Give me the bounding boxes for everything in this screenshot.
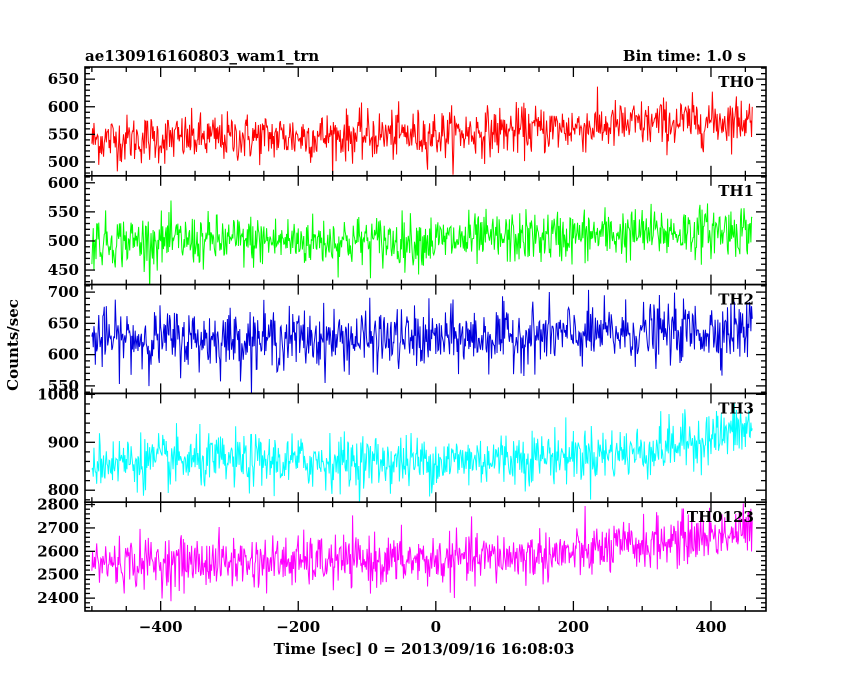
panel-frame: [84, 392, 767, 503]
series-label-th0123: TH0123: [687, 508, 754, 526]
y-tick-label: 550: [48, 203, 79, 221]
y-tick-label: 800: [48, 481, 79, 499]
x-axis-label: Time [sec] 0 = 2013/09/16 16:08:03: [274, 640, 575, 658]
series-line-th0: [91, 86, 753, 176]
y-tick-label: 550: [48, 377, 79, 395]
y-axis-label: Counts/sec: [4, 299, 22, 391]
x-tick-label: 400: [695, 618, 726, 636]
x-tick-label: 200: [558, 618, 589, 636]
y-tick-label: 600: [48, 98, 79, 116]
x-axis: −400 −200 0 200 400: [139, 618, 727, 636]
series-label-th0: TH0: [718, 73, 754, 91]
panels-group: 500 550 600 650 TH0 450 500 550 600 TH1 550 600 650 7…: [37, 66, 767, 612]
y-tick-label: 600: [48, 174, 79, 192]
series-line-th2: [91, 289, 753, 394]
series-line-th0123: [91, 503, 753, 602]
x-tick-label: −200: [276, 618, 320, 636]
y-tick-label: 2400: [37, 589, 79, 607]
y-tick-label: 500: [48, 232, 79, 250]
panel-th1: 450 500 550 600 TH1: [48, 174, 767, 286]
y-tick-label: 2800: [37, 496, 79, 514]
panel-th2: 550 600 650 700 TH2: [48, 283, 767, 395]
x-tick-label: 0: [431, 618, 441, 636]
y-tick-label: 650: [48, 314, 79, 332]
panel-th3: 800 900 1000 TH3: [37, 385, 767, 503]
y-tick-label: 700: [48, 283, 79, 301]
panel-th0123: 2400 2500 2600 2700 2800 TH0123: [37, 496, 767, 612]
y-tick-label: 550: [48, 125, 79, 143]
y-tick-label: 650: [48, 70, 79, 88]
y-tick-label: 2700: [37, 519, 79, 537]
y-tick-label: 2500: [37, 566, 79, 584]
y-tick-label: 2600: [37, 542, 79, 560]
y-tick-label: 500: [48, 153, 79, 171]
panel-th0: 500 550 600 650 TH0: [48, 66, 767, 177]
x-tick-label: −400: [139, 618, 183, 636]
observation-id-title: ae130916160803_wam1_trn: [85, 47, 319, 65]
bin-time-title: Bin time: 1.0 s: [623, 47, 746, 65]
y-tick-label: 450: [48, 261, 79, 279]
series-label-th1: TH1: [718, 182, 754, 200]
panel-frame: [84, 66, 767, 177]
y-tick-label: 600: [48, 346, 79, 364]
y-tick-label: 900: [48, 433, 79, 451]
y-tick-label: 1000: [37, 385, 79, 403]
series-label-th3: TH3: [718, 399, 754, 417]
series-line-th1: [91, 200, 753, 285]
series-line-th3: [91, 402, 753, 503]
series-label-th2: TH2: [718, 291, 754, 309]
